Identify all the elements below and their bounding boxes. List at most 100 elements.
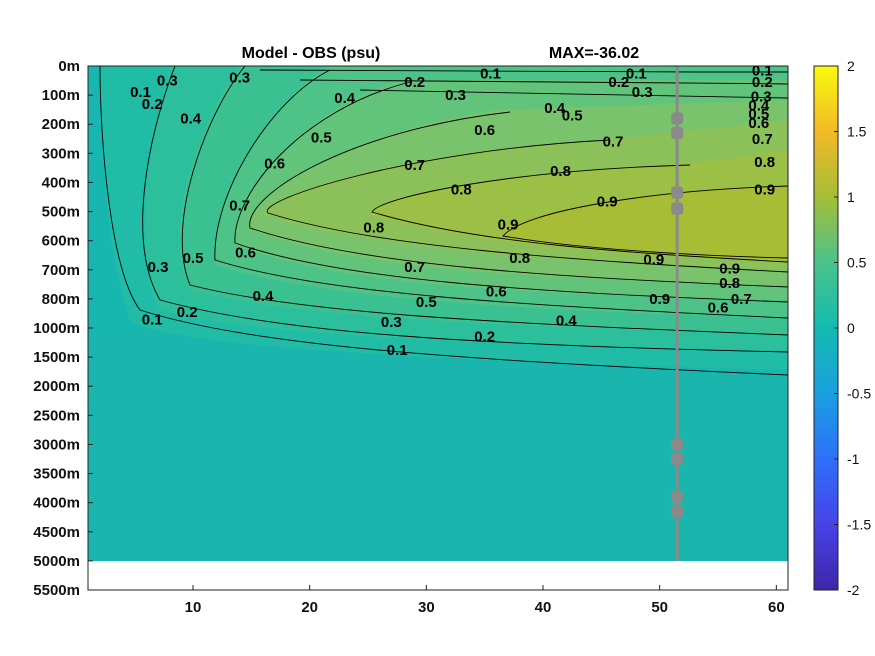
- contour-label: 0.5: [416, 294, 437, 311]
- chart-title-left: Model - OBS (psu): [242, 45, 381, 62]
- colorbar-tick-label: 0: [847, 320, 855, 336]
- colorbar: 2 1.5 1 0.5 0 -0.5 -1 -1.5 -2: [813, 58, 871, 598]
- chart-title-right: MAX=-36.02: [549, 45, 639, 62]
- contour-label: 0.7: [404, 259, 425, 276]
- contour-0.1: [99, 66, 788, 376]
- colorbar-tick-label: 1.5: [847, 124, 867, 140]
- y-tick-label: 800m: [42, 291, 80, 308]
- x-tick-label: 40: [535, 599, 552, 616]
- station-marker: [671, 438, 684, 451]
- y-tick-label: 2000m: [33, 378, 80, 395]
- contour-label: 0.4: [556, 313, 578, 330]
- contour-label: 0.4: [748, 97, 770, 114]
- contour-label: 0.2: [142, 96, 163, 113]
- contour-label: 0.3: [157, 73, 178, 90]
- x-tick-label: 10: [185, 599, 202, 616]
- contour-label: 0.6: [235, 244, 256, 261]
- y-axis-ticks: 0m 100m 200m 300m 400m 500m 600m 700m 800m 1000m 1…: [33, 58, 93, 599]
- contour-label: 0.1: [480, 65, 501, 82]
- y-tick-label: 400m: [42, 174, 80, 191]
- station-marker: [671, 126, 684, 139]
- y-tick-label: 4000m: [33, 495, 80, 512]
- contour-label: 0.9: [754, 182, 775, 199]
- y-tick-label: 3000m: [33, 436, 80, 453]
- y-tick-label: 200m: [42, 116, 80, 133]
- y-tick-label: 300m: [42, 145, 80, 162]
- x-tick-label: 50: [651, 599, 668, 616]
- contour-label: 0.9: [643, 252, 664, 269]
- colorbar-tick-label: -2: [847, 582, 860, 598]
- y-tick-label: 500m: [42, 204, 80, 221]
- contour-label: 0.9: [498, 217, 519, 234]
- y-tick-label: 5000m: [33, 553, 80, 570]
- contour-label: 0.4: [334, 90, 356, 107]
- station-marker: [671, 112, 684, 125]
- contour-label: 0.7: [731, 291, 752, 308]
- contour-label: 0.8: [719, 275, 740, 292]
- contour-label: 0.3: [445, 87, 466, 104]
- contour-label: 0.3: [229, 70, 250, 87]
- contour-label: 0.9: [597, 193, 618, 210]
- contour-label: 0.6: [708, 300, 729, 317]
- contour-label: 0.2: [177, 304, 198, 321]
- contour-label: 0.1: [626, 65, 647, 82]
- anomaly-layer-09: [500, 185, 788, 260]
- contour-label: 0.5: [562, 107, 583, 124]
- y-tick-label: 4500m: [33, 524, 80, 541]
- y-tick-label: 600m: [42, 233, 80, 250]
- contour-label: 0.8: [451, 182, 472, 199]
- contour-0.9: [502, 185, 788, 259]
- contour-label: 0.8: [754, 154, 775, 171]
- y-tick-label: 100m: [42, 87, 80, 104]
- contour-label: 0.2: [608, 74, 629, 91]
- contour-label: 0.5: [183, 250, 204, 267]
- contour-label: 0.1: [387, 342, 408, 359]
- contour-label: 0.3: [751, 89, 772, 106]
- colorbar-ticks: 2 1.5 1 0.5 0 -0.5 -1 -1.5 -2: [834, 58, 871, 598]
- contour-label: 0.3: [148, 259, 169, 276]
- y-tick-label: 2500m: [33, 407, 80, 424]
- contour-label: 0.5: [748, 106, 769, 123]
- contour-label: 0.9: [719, 260, 740, 277]
- y-tick-label: 3500m: [33, 466, 80, 483]
- colorbar-tick-label: 0.5: [847, 255, 867, 271]
- station-marker: [671, 505, 684, 518]
- contour-label: 0.2: [404, 74, 425, 91]
- colorbar-tick-label: -0.5: [847, 386, 871, 402]
- x-axis-ticks: 10 20 30 40 50 60: [185, 585, 785, 616]
- colorbar-tick-label: 1: [847, 189, 855, 205]
- contour-0.7: [266, 139, 788, 273]
- contour-label: 0.8: [363, 220, 384, 237]
- contour-label: 0.2: [752, 74, 773, 91]
- contour-label: 0.2: [474, 329, 495, 346]
- contour-label: 0.8: [550, 163, 571, 180]
- contour-0.5: [234, 81, 788, 303]
- contour-label: 0.1: [130, 84, 151, 101]
- station-marker: [671, 453, 684, 465]
- plot-area: 0.10.20.30.40.30.40.20.10.30.50.6 0.70.60…: [88, 62, 788, 561]
- y-tick-label: 1000m: [33, 320, 80, 337]
- colorbar-tick-label: -1: [847, 451, 860, 467]
- contour-label: 0.3: [381, 314, 402, 331]
- colorbar-tick-label: -1.5: [847, 517, 871, 533]
- contour-label: 0.4: [544, 100, 566, 117]
- contour-label: 0.7: [752, 131, 773, 148]
- contour-0.6: [249, 111, 788, 288]
- contour-label: 0.4: [180, 110, 202, 127]
- station-markers: [671, 112, 684, 518]
- contour-label: 0.4: [253, 288, 275, 305]
- y-tick-label: 5500m: [33, 582, 80, 599]
- contour-label: 0.1: [752, 62, 773, 79]
- contour-label: 0.8: [509, 250, 530, 267]
- contour-label: 0.6: [748, 115, 769, 132]
- contour-label: 0.7: [603, 134, 624, 151]
- contour-0.3: [181, 66, 788, 336]
- contour-0.2: [142, 66, 788, 353]
- contour-label: 0.6: [486, 284, 507, 301]
- contour-label: 0.9: [649, 291, 670, 308]
- x-tick-label: 30: [418, 599, 435, 616]
- y-tick-label: 1500m: [33, 349, 80, 366]
- contour-label: 0.6: [474, 122, 495, 139]
- y-tick-label: 0m: [58, 58, 80, 75]
